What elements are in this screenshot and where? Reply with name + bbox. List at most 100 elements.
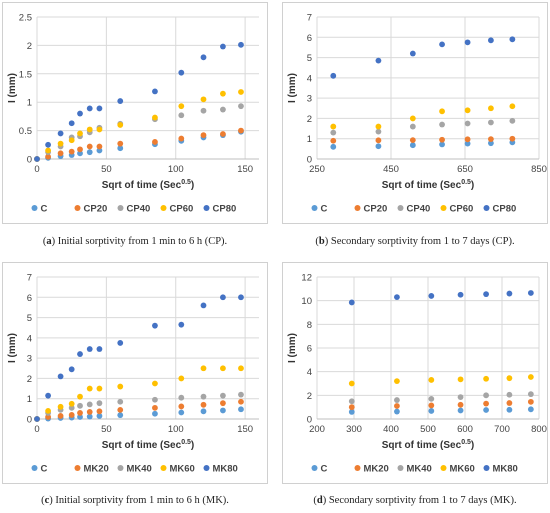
data-point-mk40 xyxy=(200,393,207,400)
x-tick-label: 100 xyxy=(168,164,184,175)
x-axis-title-sup: 0.5 xyxy=(181,439,191,446)
data-point-mk20 xyxy=(483,400,489,407)
legend-label-cp80: CP80 xyxy=(213,204,237,215)
data-point-mk80 xyxy=(394,294,400,301)
data-point-mk20 xyxy=(220,400,226,407)
data-point-cp20 xyxy=(375,137,382,144)
x-tick-label: 150 xyxy=(237,424,253,435)
x-tick-label: 0 xyxy=(34,164,39,175)
x-tick-label: 650 xyxy=(457,164,473,175)
y-tick-label: 4 xyxy=(307,73,312,84)
data-point-mk80 xyxy=(238,294,244,301)
data-point-mk40 xyxy=(457,394,464,401)
data-point-mk20 xyxy=(394,403,400,409)
x-tick-label: 100 xyxy=(168,424,184,435)
data-point-cp80 xyxy=(178,69,185,76)
data-point-mk60 xyxy=(348,380,355,387)
data-point-cp80 xyxy=(77,110,83,117)
data-point-cp20 xyxy=(464,136,471,143)
data-point-mk80 xyxy=(200,302,207,309)
data-point-cp60 xyxy=(488,105,494,112)
data-point-mk20 xyxy=(527,398,534,405)
data-point-cp20 xyxy=(57,150,64,157)
data-point-c xyxy=(527,406,534,413)
data-point-mk40 xyxy=(117,398,124,405)
legend-marker-cp60 xyxy=(440,205,447,211)
x-tick-label: 50 xyxy=(101,164,112,175)
data-point-cp80 xyxy=(68,120,75,127)
y-axis-title: I (mm) xyxy=(287,333,298,363)
data-point-mk80 xyxy=(457,291,464,298)
x-tick-label: 250 xyxy=(309,164,325,175)
legend-label-mk60: MK60 xyxy=(170,464,195,475)
data-point-cp80 xyxy=(96,105,103,112)
data-point-mk40 xyxy=(483,392,489,399)
data-point-cp20 xyxy=(200,132,207,139)
data-point-mk80 xyxy=(527,290,534,296)
data-point-cp20 xyxy=(117,140,124,147)
data-point-c xyxy=(77,150,83,157)
legend-marker-mk80 xyxy=(203,465,210,471)
x-axis-title-base: Sqrt of time (Sec xyxy=(102,440,182,451)
data-point-mk60 xyxy=(77,393,83,400)
data-point-cp40 xyxy=(330,129,337,136)
data-point-cp60 xyxy=(68,137,75,144)
x-axis-title-sup: 0.5 xyxy=(461,179,471,186)
x-axis-title: Sqrt of time (Sec0.5) xyxy=(102,179,195,191)
legend-marker-mk80 xyxy=(483,465,490,471)
y-tick-label: 3 xyxy=(307,94,312,105)
data-point-mk40 xyxy=(96,400,103,407)
data-point-cp20 xyxy=(152,139,158,145)
data-point-mk20 xyxy=(57,413,64,419)
legend-label-cp60: CP60 xyxy=(450,204,474,215)
y-tick-label: 4 xyxy=(307,367,312,378)
x-tick-label: 200 xyxy=(309,424,325,435)
data-point-mk60 xyxy=(457,376,464,383)
data-point-mk20 xyxy=(77,410,83,416)
data-point-mk80 xyxy=(68,366,75,373)
data-point-mk60 xyxy=(506,375,513,382)
data-point-cp40 xyxy=(409,123,416,130)
chart-panel-d: 0 2 4 6 8 10 12 200 300 400 500 600 700 800 I (mm) Sqrt… xyxy=(282,262,548,484)
data-point-c xyxy=(428,408,435,414)
x-tick-label: 0 xyxy=(34,424,39,435)
data-point-cp80 xyxy=(330,72,337,79)
y-tick-label: 5 xyxy=(27,313,32,324)
data-point-cp60 xyxy=(330,123,337,130)
x-axis-title: Sqrt of time (Sec0.5) xyxy=(382,179,475,191)
data-point-cp40 xyxy=(488,119,494,126)
legend-marker-cp20 xyxy=(74,205,81,211)
y-tick-label: 6 xyxy=(27,293,32,304)
data-point-mk60 xyxy=(96,385,103,392)
data-point-mk80 xyxy=(506,290,513,297)
data-point-mk20 xyxy=(178,403,185,410)
y-tick-label: 0 xyxy=(307,155,312,166)
y-tick-label: 6 xyxy=(307,344,312,355)
legend-marker-cp40 xyxy=(117,205,124,211)
data-point-mk80 xyxy=(178,321,185,328)
data-point-c xyxy=(439,141,445,148)
y-tick-label: 8 xyxy=(307,320,312,331)
chart-d: 0 2 4 6 8 10 12 200 300 400 500 600 700 800 I (mm) Sqrt… xyxy=(287,273,547,475)
data-point-c xyxy=(86,413,93,420)
legend-marker-mk20 xyxy=(354,465,361,471)
x-axis-title-base: Sqrt of time (Sec xyxy=(102,180,182,191)
data-point-c xyxy=(483,407,489,413)
data-point-cp60 xyxy=(509,103,516,110)
data-point-mk20 xyxy=(86,409,93,415)
data-point-mk40 xyxy=(527,391,534,398)
data-point-mk60 xyxy=(394,378,400,385)
data-point-c xyxy=(77,414,83,420)
data-point-mk20 xyxy=(96,408,103,415)
data-point-mk60 xyxy=(86,385,93,392)
data-point-c xyxy=(488,140,494,147)
y-tick-label: 0 xyxy=(27,155,32,166)
data-point-cp40 xyxy=(439,121,445,128)
y-tick-label: 2 xyxy=(307,391,312,402)
data-point-mk20 xyxy=(45,414,51,420)
data-point-mk20 xyxy=(457,401,464,408)
data-point-cp80 xyxy=(238,41,244,48)
data-point-cp80 xyxy=(117,98,124,104)
data-point-mk40 xyxy=(86,401,93,408)
data-point-cp60 xyxy=(375,123,382,130)
